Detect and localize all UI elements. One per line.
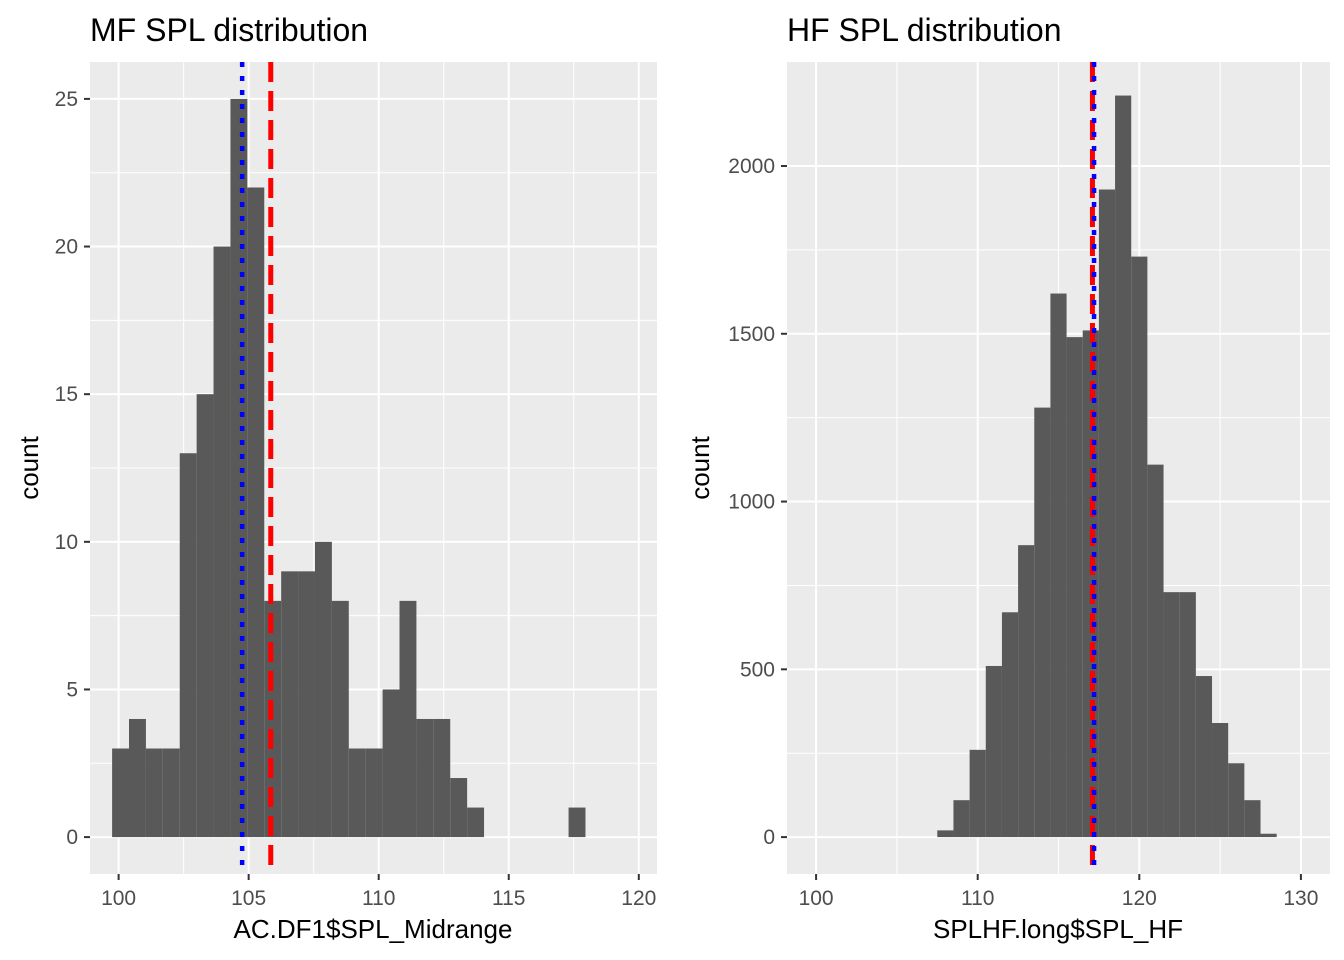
histogram-bar	[112, 748, 130, 838]
mf-panel: MF SPL distribution 100 105 110 115 120 0 5 10…	[14, 12, 657, 944]
x-tick-label: 100	[101, 887, 136, 910]
y-tick-label: 5	[66, 678, 78, 701]
histogram-bar	[1018, 545, 1035, 838]
histogram-bar	[1260, 833, 1277, 838]
histogram-bar	[281, 571, 299, 838]
y-tick-label: 20	[55, 236, 78, 259]
histogram-bar	[129, 718, 146, 838]
mf-y-axis-title: count	[14, 435, 44, 499]
histogram-bar	[196, 394, 214, 838]
x-tick-label: 120	[621, 887, 656, 910]
histogram-bar	[568, 807, 586, 838]
x-tick-label: 115	[492, 887, 525, 910]
y-tick-label: 0	[66, 826, 78, 849]
y-tick-label: 500	[740, 658, 775, 681]
y-tick-label: 15	[55, 383, 78, 406]
histogram-bar	[298, 571, 315, 838]
histogram-bar	[331, 600, 349, 838]
y-tick-label: 10	[55, 531, 78, 554]
histogram-bar	[1228, 763, 1245, 838]
hf-reference-lines	[1089, 62, 1097, 874]
hf-panel: HF SPL distribution 100 110 120 130 0 500 100…	[685, 12, 1330, 944]
x-tick-label: 100	[799, 887, 834, 910]
histogram-bar	[348, 748, 366, 838]
x-tick-label: 110	[961, 887, 994, 910]
histogram-bar	[985, 665, 1002, 838]
histogram-bar	[1050, 293, 1067, 838]
y-tick-label: 1000	[728, 491, 775, 514]
histogram-bar	[1212, 723, 1229, 838]
histogram-bar	[213, 246, 231, 838]
y-tick-label: 1500	[728, 323, 775, 346]
hf-chart-title: HF SPL distribution	[787, 12, 1061, 48]
hf-y-axis-title: count	[685, 435, 715, 499]
histogram-bar	[179, 453, 197, 838]
y-tick-label: 0	[763, 826, 775, 849]
histogram-bar	[1098, 189, 1116, 838]
x-tick-label: 120	[1122, 887, 1157, 910]
histogram-bar	[1147, 464, 1164, 838]
mf-chart-title: MF SPL distribution	[90, 12, 368, 48]
x-tick-label: 130	[1283, 887, 1318, 910]
histogram-bar	[433, 718, 451, 838]
y-tick-label: 2000	[728, 155, 775, 178]
y-tick-label: 25	[55, 88, 78, 111]
histogram-bar	[314, 541, 332, 838]
histogram-bar	[162, 748, 180, 838]
histogram-bar	[382, 689, 400, 838]
hf-bars	[937, 95, 1277, 838]
histogram-bar	[1066, 337, 1083, 838]
histogram-bar	[230, 98, 248, 838]
mf-x-axis-title: AC.DF1$SPL_Midrange	[234, 914, 513, 944]
histogram-bar	[1244, 800, 1261, 838]
hf-y-axis: 0 500 1000 1500 2000	[728, 155, 787, 849]
histogram-bar	[467, 807, 485, 838]
histogram-bar	[145, 748, 163, 838]
histogram-bar	[399, 600, 417, 838]
mf-y-axis: 0 5 10 15 20 25	[55, 88, 90, 849]
histogram-bar	[247, 187, 265, 838]
histogram-bar	[1163, 592, 1180, 838]
x-tick-label: 105	[231, 887, 266, 910]
histogram-bar	[1179, 592, 1196, 838]
histogram-bar	[969, 749, 986, 838]
histogram-bar	[937, 830, 954, 838]
mf-reference-lines	[239, 62, 274, 874]
hf-x-axis-title: SPLHF.long$SPL_HF	[933, 914, 1183, 944]
histogram-bar	[416, 718, 434, 838]
histogram-bar	[953, 800, 970, 838]
histogram-bar	[1195, 676, 1213, 838]
histogram-bar	[1034, 407, 1051, 838]
x-tick-label: 110	[362, 887, 395, 910]
histogram-bar	[1115, 95, 1132, 838]
histogram-bar	[1131, 256, 1148, 838]
mf-x-axis: 100 105 110 115 120	[101, 874, 656, 910]
histogram-bar	[365, 748, 383, 838]
histogram-bar	[1001, 612, 1019, 838]
hf-x-axis: 100 110 120 130	[799, 874, 1318, 910]
histogram-bar	[450, 778, 468, 838]
